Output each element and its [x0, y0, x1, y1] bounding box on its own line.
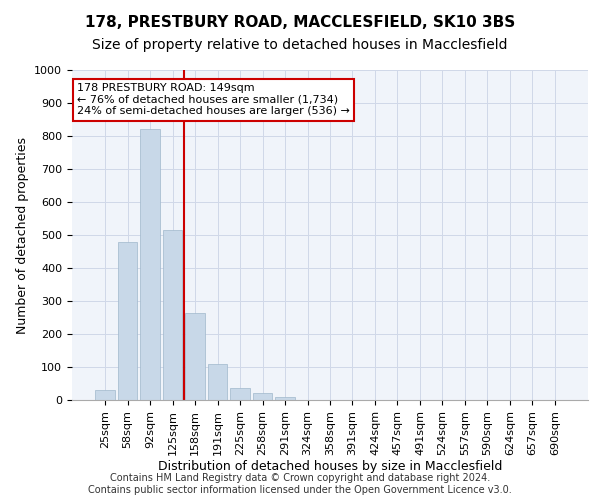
Bar — [208, 364, 227, 400]
Bar — [275, 396, 295, 400]
X-axis label: Distribution of detached houses by size in Macclesfield: Distribution of detached houses by size … — [158, 460, 502, 473]
Text: 178, PRESTBURY ROAD, MACCLESFIELD, SK10 3BS: 178, PRESTBURY ROAD, MACCLESFIELD, SK10 … — [85, 15, 515, 30]
Bar — [163, 230, 182, 400]
Y-axis label: Number of detached properties: Number of detached properties — [16, 136, 29, 334]
Bar — [185, 312, 205, 400]
Bar — [230, 388, 250, 400]
Text: Size of property relative to detached houses in Macclesfield: Size of property relative to detached ho… — [92, 38, 508, 52]
Bar — [95, 390, 115, 400]
Bar — [140, 130, 160, 400]
Text: 178 PRESTBURY ROAD: 149sqm
← 76% of detached houses are smaller (1,734)
24% of s: 178 PRESTBURY ROAD: 149sqm ← 76% of deta… — [77, 83, 350, 116]
Bar — [118, 242, 137, 400]
Text: Contains HM Land Registry data © Crown copyright and database right 2024.
Contai: Contains HM Land Registry data © Crown c… — [88, 474, 512, 495]
Bar — [253, 394, 272, 400]
